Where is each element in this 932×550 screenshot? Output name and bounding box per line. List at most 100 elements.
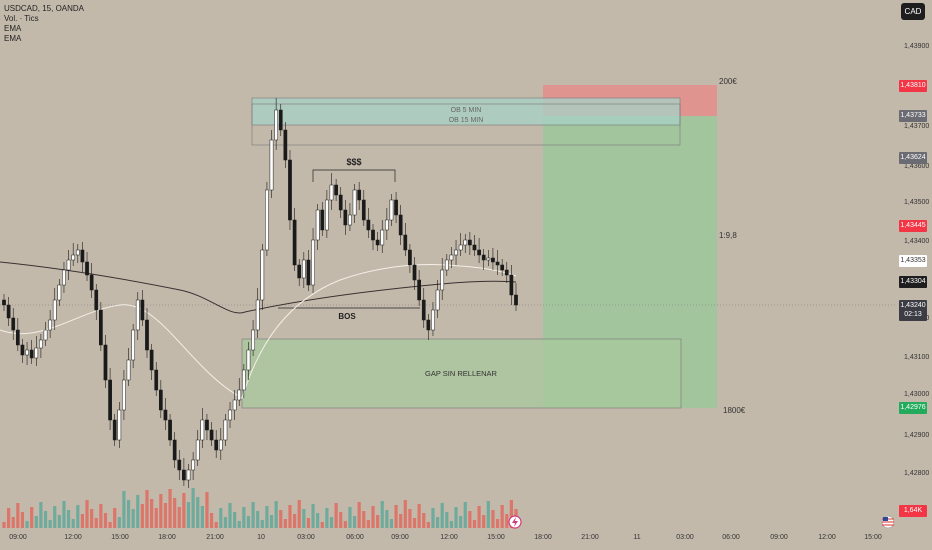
candle-body	[154, 369, 159, 391]
order-block-5min[interactable]	[251, 97, 681, 126]
candle-body	[2, 299, 6, 306]
volume-bar	[459, 516, 463, 528]
candle-body	[486, 257, 491, 261]
candle-body	[34, 347, 39, 359]
candle-body	[384, 219, 389, 231]
volume-bar	[311, 504, 315, 528]
candle-body	[408, 249, 412, 266]
order-block-15min[interactable]	[251, 103, 681, 146]
time-tick: 06:00	[346, 534, 364, 541]
price-tick: 1,42900	[904, 432, 930, 439]
volume-bar	[186, 502, 191, 528]
candle-body	[195, 439, 200, 461]
candle-body	[352, 189, 357, 216]
price-tick: 1,43500	[904, 199, 930, 206]
time-tick: 06:00	[722, 534, 740, 541]
volume-bar	[39, 502, 43, 528]
volume-bar	[251, 502, 255, 528]
candle-body	[412, 264, 417, 281]
symbol-label[interactable]: USDCAD, 15, OANDA	[4, 4, 85, 13]
candle-body	[135, 299, 140, 331]
volume-bar	[150, 499, 154, 528]
price-tick: 1,43600	[904, 163, 930, 170]
volume-bar	[25, 521, 29, 528]
candle-body	[89, 274, 94, 291]
candle-body	[66, 259, 71, 271]
candle-body	[260, 249, 265, 301]
ema-indicator-label-1[interactable]: EMA	[4, 24, 22, 33]
volume-bar	[495, 519, 500, 528]
volume-bar	[325, 508, 329, 528]
price-tick: 1,43700	[904, 123, 930, 130]
volume-bar	[57, 515, 61, 528]
candle-body	[435, 289, 440, 311]
volume-bar	[426, 522, 430, 528]
price-label: 1,43353	[899, 255, 927, 267]
candle-body	[163, 409, 168, 421]
volume-bar	[274, 501, 278, 528]
volume-bar	[117, 517, 121, 528]
chart-legend[interactable]: USDCAD, 15, OANDA Vol. · Tics EMA EMA	[4, 4, 84, 44]
volume-bar	[233, 512, 237, 528]
volume-bar	[131, 509, 135, 528]
price-label: 1,43733	[899, 110, 927, 122]
volume-bar	[265, 506, 269, 528]
volume-bar	[168, 489, 172, 528]
volume-bar	[113, 508, 117, 528]
volume-bar	[399, 514, 403, 528]
time-tick: 15:00	[487, 534, 505, 541]
volume-bar	[269, 515, 274, 528]
volume-bar	[362, 511, 366, 528]
candle-body	[357, 189, 362, 201]
time-tick: 15:00	[111, 534, 129, 541]
candle-body	[223, 419, 228, 441]
candle-body	[237, 389, 242, 401]
candle-body	[463, 239, 468, 246]
volume-bar	[80, 514, 85, 528]
volume-bar	[205, 492, 209, 528]
candle-body	[145, 319, 149, 351]
volume-bar	[214, 522, 218, 528]
volume-bar	[412, 518, 417, 528]
time-tick: 21:00	[206, 534, 224, 541]
volume-bar	[173, 498, 177, 528]
volume-bar	[288, 505, 292, 528]
volume-bar	[260, 520, 264, 528]
candle-body	[48, 319, 52, 331]
volume-bar	[417, 504, 421, 528]
candle-body	[39, 339, 43, 349]
volume-bar	[182, 493, 186, 528]
risk-amount: 200€	[719, 77, 737, 86]
candle-body	[218, 439, 223, 451]
volume-bar	[486, 501, 490, 528]
candle-body	[29, 349, 34, 359]
candle-body	[366, 219, 371, 231]
price-tick: 1,42800	[904, 470, 930, 477]
volume-indicator-label[interactable]: Vol. · Tics	[4, 14, 39, 23]
volume-bar	[191, 488, 195, 528]
ema-indicator-label-2[interactable]: EMA	[4, 34, 22, 43]
lightning-icon[interactable]	[508, 515, 522, 529]
candle-body	[301, 259, 306, 279]
candle-body	[421, 299, 426, 321]
volume-bar	[371, 506, 375, 528]
volume-bar	[422, 513, 426, 528]
us-flag-icon[interactable]	[881, 515, 895, 529]
volume-bar	[66, 510, 71, 528]
candle-body	[311, 239, 315, 286]
time-tick: 03:00	[297, 534, 315, 541]
volume-bar	[366, 520, 370, 528]
unfilled-gap-zone[interactable]	[241, 338, 682, 409]
volume-bar	[403, 500, 407, 528]
volume-bar	[209, 513, 214, 528]
volume-bar	[505, 514, 509, 528]
candle-body	[389, 199, 394, 221]
volume-bar	[219, 508, 223, 528]
volume-bar	[237, 521, 241, 528]
time-tick: 10	[257, 534, 265, 541]
liquidity-label: $$$	[346, 157, 361, 167]
currency-button[interactable]: CAD	[901, 3, 925, 20]
candle-body	[232, 399, 237, 411]
candle-body	[468, 239, 472, 246]
